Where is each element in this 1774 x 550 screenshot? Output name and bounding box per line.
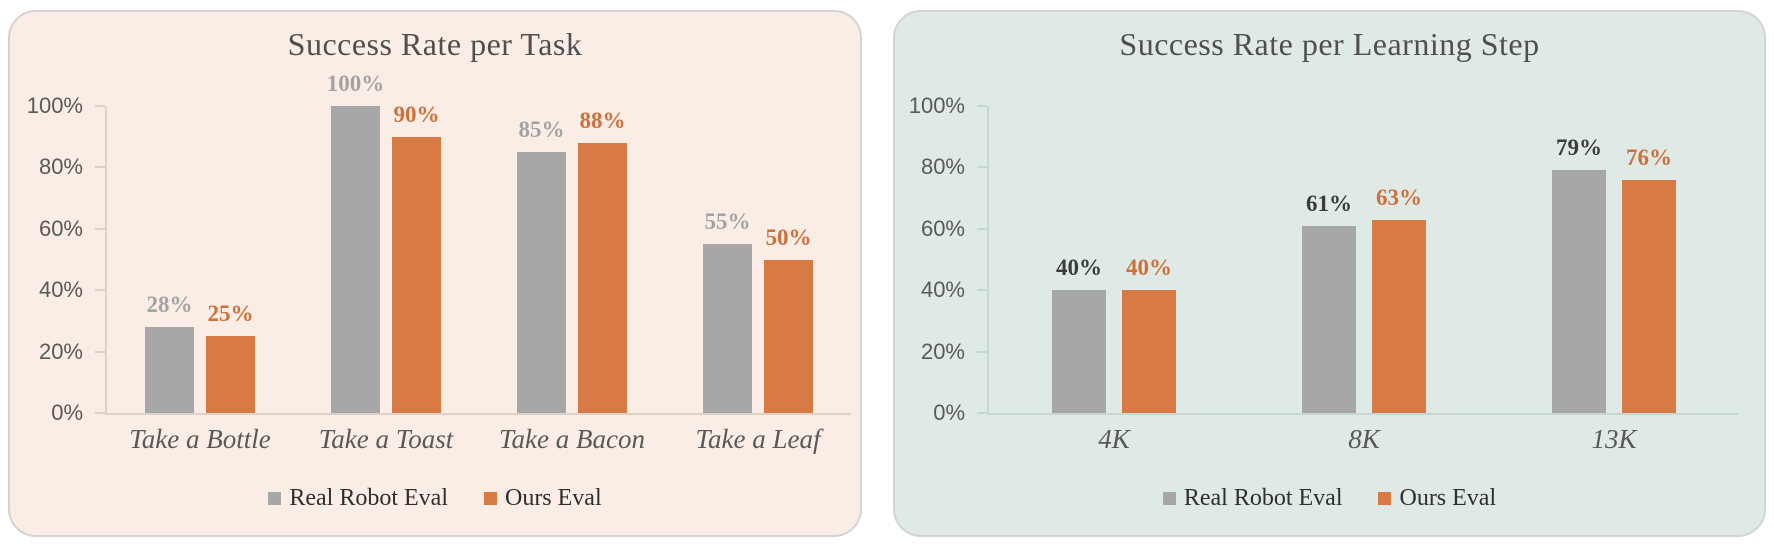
y-axis-tick-label: 40% <box>38 277 83 303</box>
bar-group: 55% 50% <box>665 106 851 413</box>
y-axis-tick-label: 60% <box>38 215 83 241</box>
legend-item-ours-eval: Ours Eval <box>483 485 602 512</box>
bar-value-label: 25% <box>207 301 254 327</box>
bar-real-robot-eval: 79% <box>1552 135 1606 413</box>
bar-real-robot-eval: 55% <box>703 209 752 413</box>
bar-value-label: 55% <box>704 209 751 235</box>
bar-ours-eval: 90% <box>392 102 441 413</box>
y-axis-tick-mark <box>95 412 105 414</box>
bar-value-label: 40% <box>1056 255 1102 281</box>
legend-label: Ours Eval <box>1399 485 1497 511</box>
learning-step-chart-category-axis: 4K 8K 13K <box>989 424 1739 455</box>
gray-square-icon <box>1162 492 1176 505</box>
x-axis-category-label: Take a Toast <box>318 424 454 454</box>
bar-value-label: 63% <box>1376 184 1422 210</box>
bar-value-label: 28% <box>146 292 193 318</box>
y-axis-tick-label: 20% <box>38 338 83 364</box>
bar-real-robot-eval: 28% <box>145 292 194 413</box>
legend-item-real-robot-eval: Real Robot Eval <box>1162 485 1343 512</box>
chart-title-learning-step: Success Rate per Learning Step <box>1119 26 1540 62</box>
y-axis-tick-label: 100% <box>908 93 965 118</box>
bar-ours-eval: 76% <box>1622 145 1676 413</box>
bar-real-robot-eval: 100% <box>327 71 384 413</box>
y-axis-tick-mark <box>977 227 987 230</box>
bar-groups: 40% 40% 61% 63% 79% 76% <box>989 106 1739 413</box>
y-axis-tick-label: 0% <box>51 400 83 425</box>
y-axis-tick-label: 100% <box>26 93 83 118</box>
bar-value-label: 90% <box>393 101 440 127</box>
y-axis-tick-mark <box>95 227 105 230</box>
x-axis-category-label: Take a Leaf <box>695 424 821 454</box>
y-axis-tick-mark <box>977 350 987 353</box>
legend-label: Real Robot Eval <box>289 485 448 511</box>
x-axis-line <box>105 413 851 415</box>
y-axis-tick-mark <box>977 166 987 169</box>
y-axis-tick-label: 60% <box>920 215 965 241</box>
bar-group: 28% 25% <box>107 106 293 413</box>
x-axis-line <box>987 413 1739 415</box>
x-axis-category-label: 8K <box>1348 424 1380 454</box>
bar-value-label: 50% <box>765 224 812 250</box>
legend-label: Ours Eval <box>504 485 602 511</box>
y-axis-tick-mark <box>977 412 987 414</box>
bar-ours-eval: 63% <box>1372 185 1426 413</box>
bar-group: 85% 88% <box>479 106 665 413</box>
bar-group: 79% 76% <box>1489 106 1739 413</box>
bar-group: 40% 40% <box>989 106 1239 413</box>
bar-value-label: 85% <box>518 117 565 143</box>
y-axis-tick-label: 0% <box>933 400 965 425</box>
legend-label: Real Robot Eval <box>1183 485 1343 511</box>
learning-step-chart-plot-area: 0% 20% 40% 60% 80% 100% 40% 40% 61% 63% 79% 76% <box>909 94 1739 425</box>
task-chart-category-axis: Take a Bottle Take a Toast Take a Bacon Tak… <box>107 424 851 455</box>
gray-square-icon <box>268 492 282 505</box>
learning-step-chart-panel: Success Rate per Learning Step 0% 20% 40% 6… <box>893 10 1766 537</box>
bar-value-label: 40% <box>1126 255 1172 281</box>
bar-real-robot-eval: 61% <box>1302 191 1356 413</box>
x-axis-category-label: Take a Bacon <box>499 424 645 454</box>
chart-title-task: Success Rate per Task <box>287 26 583 62</box>
task-chart-legend: Real Robot Eval Ours Eval <box>10 485 860 512</box>
orange-square-icon <box>1378 492 1392 505</box>
bar-ours-eval: 40% <box>1122 255 1176 413</box>
bar-groups: 28% 25% 100% 90% 85% 88% 55% 50% <box>107 71 851 413</box>
bar-value-label: 76% <box>1626 144 1672 170</box>
y-axis-tick-mark <box>977 105 987 107</box>
bar-ours-eval: 50% <box>764 225 813 413</box>
y-axis-tick-mark <box>977 289 987 292</box>
y-axis-tick-mark <box>95 166 105 169</box>
x-axis-category-label: 13K <box>1591 424 1637 454</box>
x-axis-category-label: 4K <box>1098 424 1130 454</box>
bar-ours-eval: 25% <box>206 301 255 413</box>
y-axis-tick-label: 20% <box>920 338 965 364</box>
learning-step-chart-legend: Real Robot Eval Ours Eval <box>895 485 1764 512</box>
bar-group: 61% 63% <box>1239 106 1489 413</box>
bar-value-label: 79% <box>1556 135 1602 161</box>
y-axis-tick-label: 80% <box>920 154 965 180</box>
bar-real-robot-eval: 85% <box>517 117 566 413</box>
x-axis-category-label: Take a Bottle <box>129 424 271 454</box>
bar-real-robot-eval: 40% <box>1052 255 1106 413</box>
task-chart-plot-area: 0% 20% 40% 60% 80% 100% 28% 25% 100% 90% 85% 88% 55%… <box>27 71 851 425</box>
bar-group: 100% 90% <box>293 71 479 413</box>
y-axis-tick-label: 80% <box>38 154 83 180</box>
y-axis-tick-mark <box>95 350 105 353</box>
y-axis-tick-mark <box>95 289 105 292</box>
legend-item-ours-eval: Ours Eval <box>1378 485 1496 512</box>
y-axis-tick-mark <box>95 105 105 107</box>
bar-ours-eval: 88% <box>578 108 627 413</box>
bar-value-label: 61% <box>1306 190 1352 216</box>
y-axis-tick-label: 40% <box>920 277 965 303</box>
bar-value-label: 100% <box>326 71 385 96</box>
orange-square-icon <box>483 492 497 505</box>
y-axis-line <box>987 106 989 415</box>
task-chart-panel: Success Rate per Task 0% 20% 40% 60% 80% 100%… <box>8 10 862 537</box>
y-axis-line <box>105 106 107 415</box>
legend-item-real-robot-eval: Real Robot Eval <box>268 485 448 512</box>
bar-value-label: 88% <box>579 107 626 133</box>
